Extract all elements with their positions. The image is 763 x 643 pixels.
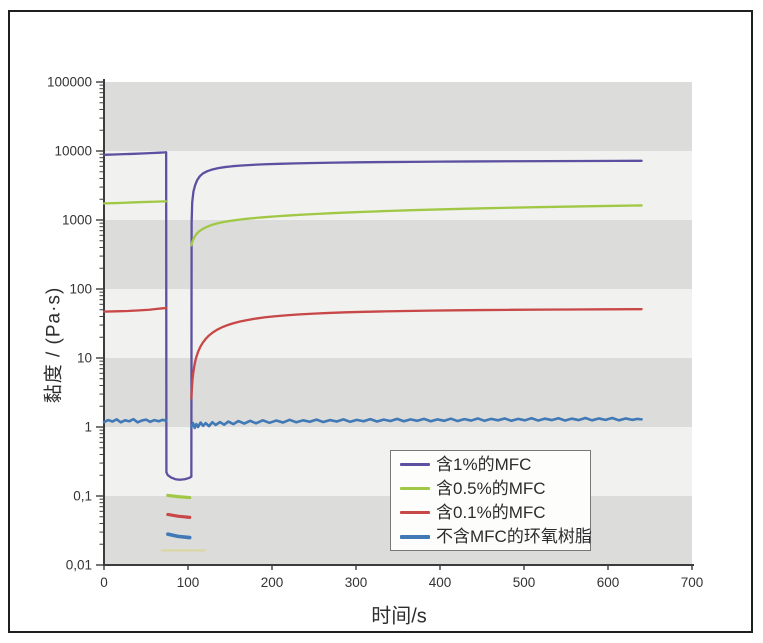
legend-label: 含1%的MFC	[436, 455, 532, 474]
series-line	[190, 416, 643, 430]
legend-item: 含0.1%的MFC	[400, 501, 590, 525]
x-tick-label: 0	[100, 575, 108, 590]
y-tick-label: 0,1	[73, 489, 92, 504]
decade-band	[104, 220, 692, 289]
decade-band	[104, 289, 692, 358]
series-line	[166, 532, 192, 540]
x-tick-label: 600	[597, 575, 620, 590]
series-line	[102, 306, 168, 313]
legend-line-swatch	[400, 463, 430, 466]
legend-label: 含0.1%的MFC	[436, 503, 546, 522]
series-line	[102, 200, 168, 205]
legend-item: 含1%的MFC	[400, 453, 590, 477]
legend-line-swatch	[400, 487, 430, 490]
series-line	[166, 493, 192, 500]
y-tick-label: 1	[84, 420, 92, 435]
y-tick-label: 1000	[62, 213, 92, 228]
legend-box: 含1%的MFC 含0.5%的MFC 含0.1%的MFC 不含MFC的环氧树脂	[390, 450, 592, 551]
decade-band	[104, 358, 692, 427]
legend-item: 含0.5%的MFC	[400, 477, 590, 501]
x-tick-label: 400	[429, 575, 452, 590]
series-line	[166, 512, 192, 519]
legend-item: 不含MFC的环氧树脂	[400, 525, 592, 549]
y-tick-label: 100	[69, 282, 92, 297]
x-tick-label: 100	[177, 575, 200, 590]
x-axis-title: 时间/s	[371, 605, 427, 628]
x-tick-label: 300	[345, 575, 368, 590]
legend-line-swatch	[400, 511, 430, 514]
series-line	[190, 204, 643, 247]
legend-label: 含0.5%的MFC	[436, 479, 546, 498]
decade-band	[104, 82, 692, 151]
y-tick-label: 0,01	[66, 558, 92, 573]
legend-line-swatch	[400, 534, 430, 539]
x-tick-label: 500	[513, 575, 536, 590]
y-tick-label: 100000	[47, 75, 92, 90]
x-tick-label: 700	[681, 575, 704, 590]
y-tick-label: 10	[77, 351, 92, 366]
legend-label: 不含MFC的环氧树脂	[436, 527, 592, 546]
series-line	[102, 151, 643, 481]
x-tick-label: 200	[261, 575, 284, 590]
series-line	[190, 308, 643, 400]
series-line	[102, 417, 168, 424]
y-tick-label: 10000	[54, 144, 92, 159]
y-axis-title: 黏度 / (Pa·s)	[43, 286, 65, 404]
